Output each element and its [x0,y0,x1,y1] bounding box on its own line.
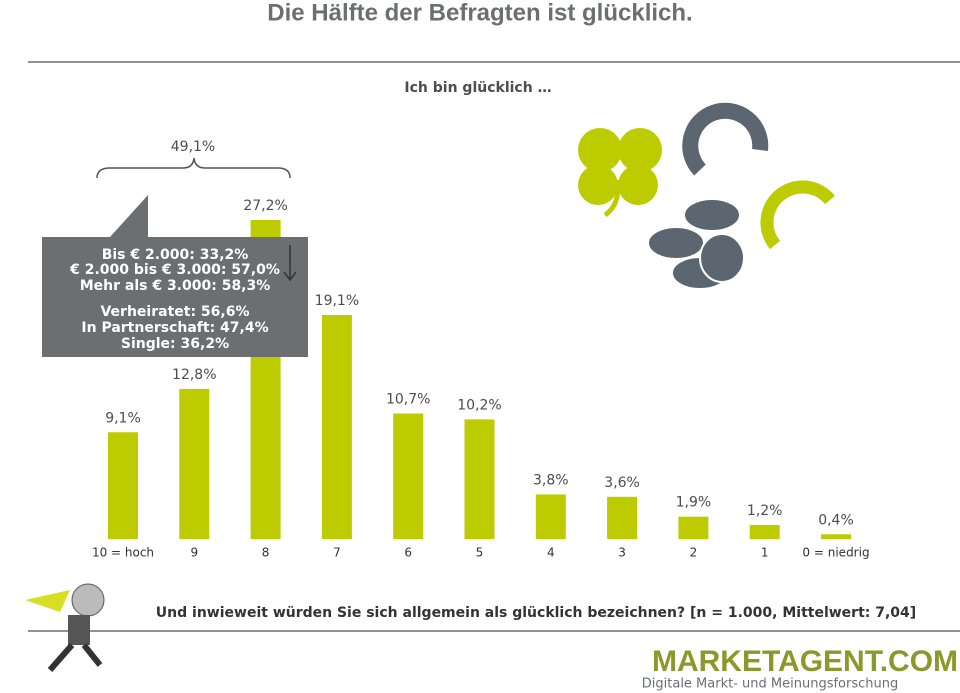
bar [321,314,352,539]
bar [749,524,780,539]
bar [821,534,851,539]
callout-line: Bis € 2.000: 33,2% [102,247,249,263]
callout-line: In Partnerschaft: 47,4% [81,320,268,336]
coins [647,198,745,290]
callout-line: Single: 36,2% [121,336,229,352]
x-tick-label: 10 = hoch [92,546,154,560]
chart-title: Die Hälfte der Befragten ist glücklich. [267,0,692,26]
question: Und inwieweit würden Sie sich allgemein … [156,605,916,621]
x-tick-label: 3 [618,546,626,560]
clover [578,128,662,218]
bar [108,432,138,539]
value-label: 10,2% [457,397,501,413]
horseshoe [760,180,836,250]
tagline: Digitale Markt- und Meinungsforschung [642,677,898,692]
arrow-head [283,271,297,282]
logo: MARKETAGENT.COM [652,645,958,678]
value-label: 1,2% [747,503,783,519]
bracket [96,157,291,179]
x-tick-label: 0 = niedrig [802,546,869,560]
subtitle: Ich bin glücklich … [404,80,551,96]
x-tick-label: 8 [262,546,270,560]
x-tick-label: 7 [333,546,341,560]
callout-box [42,195,308,357]
value-label: 12,8% [172,367,216,383]
x-tick-label: 1 [761,546,769,560]
callout-line: Mehr als € 3.000: 58,3% [80,278,271,294]
value-label: 1,9% [676,495,712,511]
runner [25,583,105,672]
bar [179,388,210,539]
bar [607,496,638,539]
horseshoe [682,102,769,176]
x-tick-label: 5 [476,546,484,560]
bracket-label: 49,1% [171,139,215,155]
value-label: 3,8% [533,472,569,488]
callout-line: € 2.000 bis € 3.000: 57,0% [69,262,280,278]
value-label: 27,2% [243,198,287,214]
x-tick-label: 9 [190,546,198,560]
x-tick-label: 2 [690,546,698,560]
bar [464,419,495,539]
value-label: 9,1% [105,410,141,426]
value-label: 0,4% [818,512,854,528]
value-label: 10,7% [386,392,430,408]
x-tick-label: 6 [404,546,412,560]
bar [393,413,424,539]
value-label: 19,1% [315,293,359,309]
value-label: 3,6% [604,475,640,491]
x-tick-label: 4 [547,546,555,560]
bar [535,494,566,539]
callout-line: Verheiratet: 56,6% [100,304,249,320]
bar [678,516,709,539]
